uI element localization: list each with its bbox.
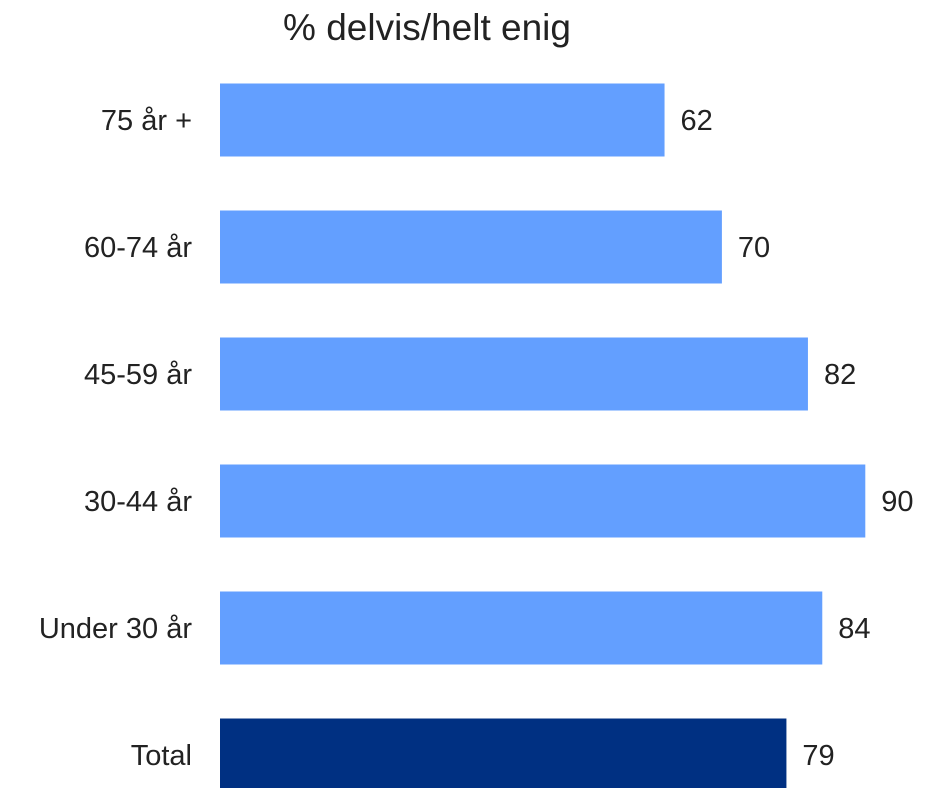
chart-title: % delvis/helt enig [283,7,571,48]
bar-under-30-r [220,591,823,665]
category-label-75-r: 75 år + [101,105,192,137]
value-labels-group: 62 70 82 90 84 79 [681,105,914,772]
bar-75-r [220,83,665,157]
category-label-total: Total [131,740,192,772]
category-label-under-30-r: Under 30 år [39,613,192,645]
value-label-30-44-r: 90 [881,486,913,518]
category-label-45-59-r: 45-59 år [84,359,192,391]
category-labels-group: 75 år + 60-74 år 45-59 år 30-44 år Under 30 … [39,105,192,772]
bar-30-44-r [220,464,866,538]
category-label-60-74-r: 60-74 år [84,232,192,264]
value-label-total: 79 [802,740,834,772]
bar-60-74-r [220,210,722,284]
value-label-75-r: 62 [681,105,713,137]
value-label-under-30-r: 84 [838,613,870,645]
bar-total [220,718,787,788]
value-label-60-74-r: 70 [738,232,770,264]
bar-45-59-r [220,337,808,411]
bars-group [220,83,866,788]
category-label-30-44-r: 30-44 år [84,486,192,518]
value-label-45-59-r: 82 [824,359,856,391]
